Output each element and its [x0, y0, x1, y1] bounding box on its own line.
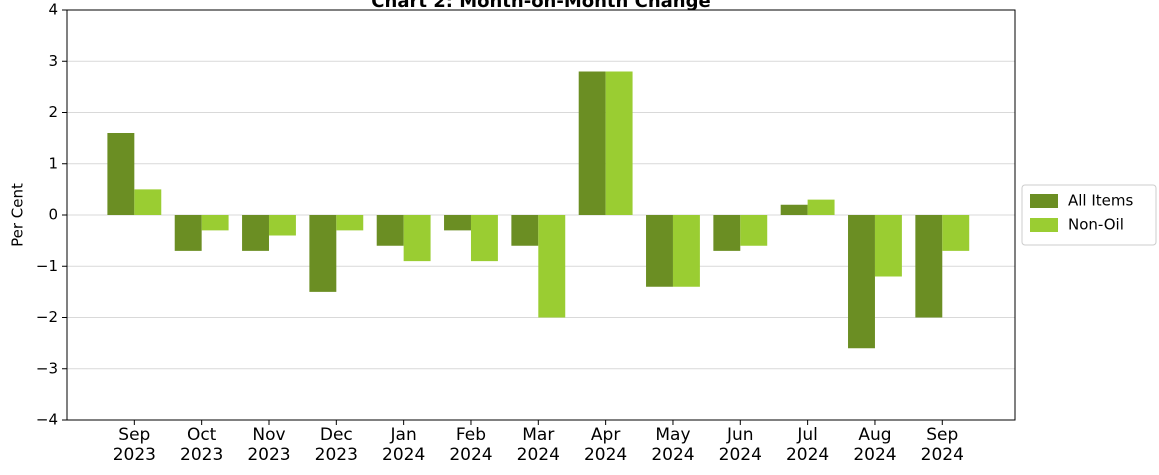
bar [807, 199, 835, 215]
bar [403, 215, 431, 262]
bar [134, 189, 162, 215]
bar [444, 215, 471, 231]
bar [874, 215, 902, 277]
x-tick-label: Jun 2024 [718, 425, 762, 465]
y-tick-label: 1 [48, 154, 58, 172]
bar [538, 215, 566, 318]
x-tick-label: Sep 2023 [112, 425, 156, 465]
x-tick-label: Nov 2023 [247, 425, 291, 465]
y-tick-label: −1 [36, 257, 58, 275]
bar [336, 215, 364, 231]
y-tick-label: 0 [48, 206, 58, 224]
y-axis-label: Per Cent [9, 183, 27, 247]
bar [242, 215, 269, 251]
bar [268, 215, 296, 236]
bar [201, 215, 229, 231]
bar [605, 71, 633, 215]
legend-label: Non-Oil [1068, 216, 1124, 234]
bar [376, 215, 404, 246]
x-tick-label: Jul 2024 [785, 425, 830, 465]
bar [174, 215, 202, 251]
legend: All Items Non-Oil [1021, 184, 1157, 246]
y-tick-label: −3 [36, 359, 58, 377]
y-tick-label: 3 [48, 52, 58, 70]
y-tick-label: −2 [36, 308, 58, 326]
y-tick-label: 2 [48, 103, 58, 121]
x-tick-label: May 2024 [651, 425, 695, 465]
bar [470, 215, 498, 262]
bar [740, 215, 768, 246]
legend-swatch [1030, 218, 1058, 232]
x-tick-label: Sep 2024 [920, 425, 964, 465]
bar [713, 215, 741, 251]
y-tick-label: 4 [48, 1, 58, 19]
bar [309, 215, 337, 292]
bar [646, 215, 673, 287]
x-tick-label: Jan 2024 [382, 425, 426, 465]
bar [915, 215, 943, 318]
x-tick-label: Apr 2024 [583, 425, 628, 465]
bar [780, 204, 808, 215]
x-tick-label: Feb 2024 [449, 425, 493, 465]
bar [942, 215, 970, 251]
bar [672, 215, 700, 287]
legend-swatch [1030, 194, 1058, 208]
bar [511, 215, 539, 246]
legend-label: All Items [1068, 192, 1134, 210]
plot-frame [66, 9, 1016, 421]
bar [578, 71, 606, 215]
bar [107, 133, 135, 215]
y-tick-label: −4 [36, 411, 58, 429]
x-tick-label: Oct 2023 [180, 425, 224, 465]
chart-title: Chart 2: Month-on-Month Change [371, 0, 710, 12]
x-tick-label: Aug 2024 [853, 425, 897, 465]
x-tick-label: Dec 2023 [314, 425, 358, 465]
x-tick-label: Mar 2024 [516, 425, 560, 465]
bar [848, 215, 875, 349]
